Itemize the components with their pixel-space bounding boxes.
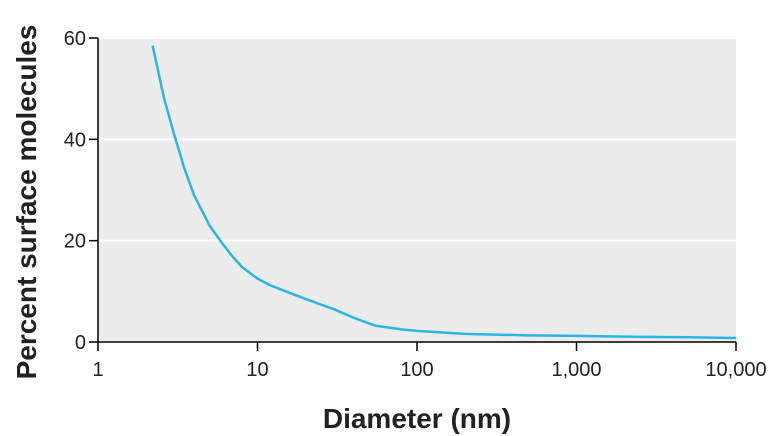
y-axis-title: Percent surface molecules [11,25,42,380]
y-tick-label: 20 [64,231,86,253]
x-tick-label: 1,000 [551,359,601,381]
x-tick-label: 10,000 [705,359,766,381]
series-line [151,45,737,340]
y-tick-label: 0 [75,332,86,354]
y-tick-label: 40 [64,129,86,151]
y-tick-label: 60 [64,28,86,50]
x-axis-ticks: 1 10 100 1,000 10,000 [92,342,767,381]
y-axis-ticks: 0 20 40 60 [64,28,98,354]
x-tick-label: 10 [246,359,268,381]
plot-background [98,38,736,342]
x-axis-title: Diameter (nm) [323,403,511,434]
x-tick-label: 1 [92,359,103,381]
x-tick-label: 100 [400,359,433,381]
gridlines [98,37,736,242]
